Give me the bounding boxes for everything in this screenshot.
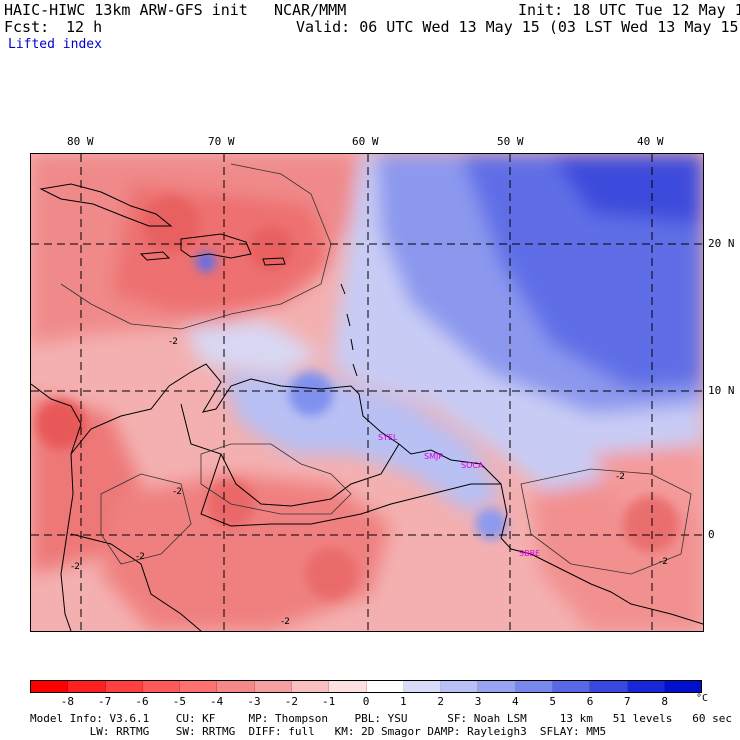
colorbar-tick-label: -2 bbox=[284, 695, 298, 708]
model-title: HAIC-HIWC 13km ARW-GFS init bbox=[4, 1, 248, 19]
colorbar-swatch bbox=[664, 681, 702, 692]
colorbar-swatch bbox=[478, 681, 516, 692]
colorbar-swatch bbox=[627, 681, 665, 692]
colorbar-unit: °C bbox=[696, 693, 709, 704]
colorbar-tick-label: -8 bbox=[60, 695, 74, 708]
coastlines bbox=[31, 183, 703, 631]
unstable-cell-6 bbox=[623, 496, 679, 552]
contour-label: -2 bbox=[169, 337, 178, 347]
contour-label: -2 bbox=[616, 472, 625, 482]
colorbar-tick-label: 1 bbox=[400, 695, 407, 708]
graticule bbox=[31, 154, 703, 631]
lon-label-80w: 80 W bbox=[67, 135, 94, 148]
stable-cell-3 bbox=[196, 252, 216, 272]
init-time: Init: 18 UTC Tue 12 May 15 bbox=[518, 1, 740, 19]
stable-cell-1 bbox=[289, 372, 333, 416]
colorbar-swatch bbox=[590, 681, 628, 692]
model-info-line: Model Info: V3.6.1 CU: KF MP: Thompson P… bbox=[30, 712, 732, 725]
org-label: NCAR/MMM bbox=[274, 1, 347, 19]
colorbar-swatch bbox=[515, 681, 553, 692]
unstable-cell-5 bbox=[305, 548, 357, 600]
coast-amazon-delta bbox=[500, 537, 703, 625]
contour-caribbean bbox=[60, 163, 332, 330]
contours bbox=[60, 163, 692, 575]
forecast-hour: 12 h bbox=[66, 18, 103, 36]
forecast-label: Fcst: bbox=[4, 18, 50, 36]
colorbar-swatch bbox=[217, 681, 255, 692]
coast-hispaniola bbox=[180, 233, 252, 259]
colorbar-tick-label: -5 bbox=[172, 695, 186, 708]
coast-venezuela bbox=[168, 363, 508, 539]
colorbar-swatch bbox=[31, 681, 69, 692]
lat-label-10n: 10 N bbox=[708, 384, 735, 397]
unstable-region-atlantic-south bbox=[591, 444, 703, 524]
unstable-cell-2 bbox=[249, 227, 293, 271]
colorbar-tick-label: -3 bbox=[247, 695, 261, 708]
contour-southeast bbox=[520, 468, 692, 575]
coast-panama bbox=[31, 383, 82, 455]
station-soca: SOCA bbox=[461, 461, 484, 470]
colorbar-swatch bbox=[403, 681, 442, 692]
stable-cell-2 bbox=[475, 508, 507, 540]
lat-label-0: 0 bbox=[708, 528, 715, 541]
field-name: Lifted index bbox=[8, 37, 102, 52]
border-brazil-north bbox=[200, 453, 501, 527]
colorbar-swatch bbox=[105, 681, 143, 692]
station-sbbe: SBBE bbox=[519, 549, 540, 558]
colorbar-tick-label: 5 bbox=[549, 695, 556, 708]
contour-label: -2 bbox=[659, 557, 668, 567]
colorbar bbox=[30, 680, 702, 693]
contour-label: -2 bbox=[173, 487, 182, 497]
colorbar-swatch bbox=[142, 681, 181, 692]
lifted-index-map: -2 -2 -2 -2 -2 -2 -2 SYEL SMJP SOCA SBBE bbox=[31, 154, 703, 631]
lat-label-20n: 20 N bbox=[708, 237, 735, 250]
colorbar-tick-label: -4 bbox=[210, 695, 224, 708]
lon-label-70w: 70 W bbox=[208, 135, 235, 148]
stable-band-north bbox=[551, 154, 703, 224]
colorbar-tick-label: 4 bbox=[512, 695, 519, 708]
colorbar-tick-label: -7 bbox=[98, 695, 112, 708]
lon-label-40w: 40 W bbox=[637, 135, 664, 148]
colorbar-tick-label: -6 bbox=[135, 695, 149, 708]
colorbar-swatch bbox=[291, 681, 330, 692]
lon-label-60w: 60 W bbox=[352, 135, 379, 148]
coast-lesser-antilles bbox=[340, 283, 358, 377]
contour-southwest bbox=[100, 473, 192, 565]
stable-blob-caribbean bbox=[181, 314, 321, 374]
contour-label: -2 bbox=[71, 562, 80, 572]
colorbar-tick-label: -1 bbox=[322, 695, 336, 708]
coast-cuba bbox=[39, 183, 173, 227]
station-syel: SYEL bbox=[378, 433, 398, 442]
border-peru bbox=[70, 533, 202, 631]
colorbar-swatch bbox=[329, 681, 367, 692]
colorbar-tick-label: 6 bbox=[586, 695, 594, 708]
colorbar-tick-label: 2 bbox=[437, 695, 444, 708]
coast-pacific bbox=[60, 453, 74, 631]
colorbar-tick-label: 8 bbox=[661, 695, 668, 708]
colorbar-swatch bbox=[366, 681, 404, 692]
lon-label-50w: 50 W bbox=[497, 135, 524, 148]
colorbar-swatch bbox=[254, 681, 292, 692]
physics-info-line: LW: RRTMG SW: RRTMG DIFF: full KM: 2D Sm… bbox=[30, 725, 607, 738]
colorbar-tick-label: 3 bbox=[474, 695, 482, 708]
colorbar-swatch bbox=[68, 681, 106, 692]
contour-label: -2 bbox=[281, 617, 290, 627]
coast-jamaica bbox=[139, 251, 171, 261]
station-smjp: SMJP bbox=[424, 452, 443, 461]
colorbar-swatch bbox=[552, 681, 591, 692]
colorbar-swatch bbox=[441, 681, 479, 692]
coast-colombia bbox=[70, 385, 170, 455]
border-venezuela-colombia bbox=[180, 403, 400, 507]
valid-time: Valid: 06 UTC Wed 13 May 15 (03 LST Wed … bbox=[296, 18, 740, 36]
coast-puerto-rico bbox=[262, 257, 286, 266]
colorbar-swatch bbox=[180, 681, 218, 692]
contour-label: -2 bbox=[136, 552, 145, 562]
map-panel: -2 -2 -2 -2 -2 -2 -2 SYEL SMJP SOCA SBBE bbox=[30, 153, 704, 632]
contour-venezuela bbox=[200, 443, 352, 515]
colorbar-tick-label: 7 bbox=[624, 695, 631, 708]
unstable-cell-3 bbox=[36, 399, 86, 449]
stable-tongue-central bbox=[221, 374, 501, 514]
colorbar-tick-label: 0 bbox=[362, 695, 370, 708]
